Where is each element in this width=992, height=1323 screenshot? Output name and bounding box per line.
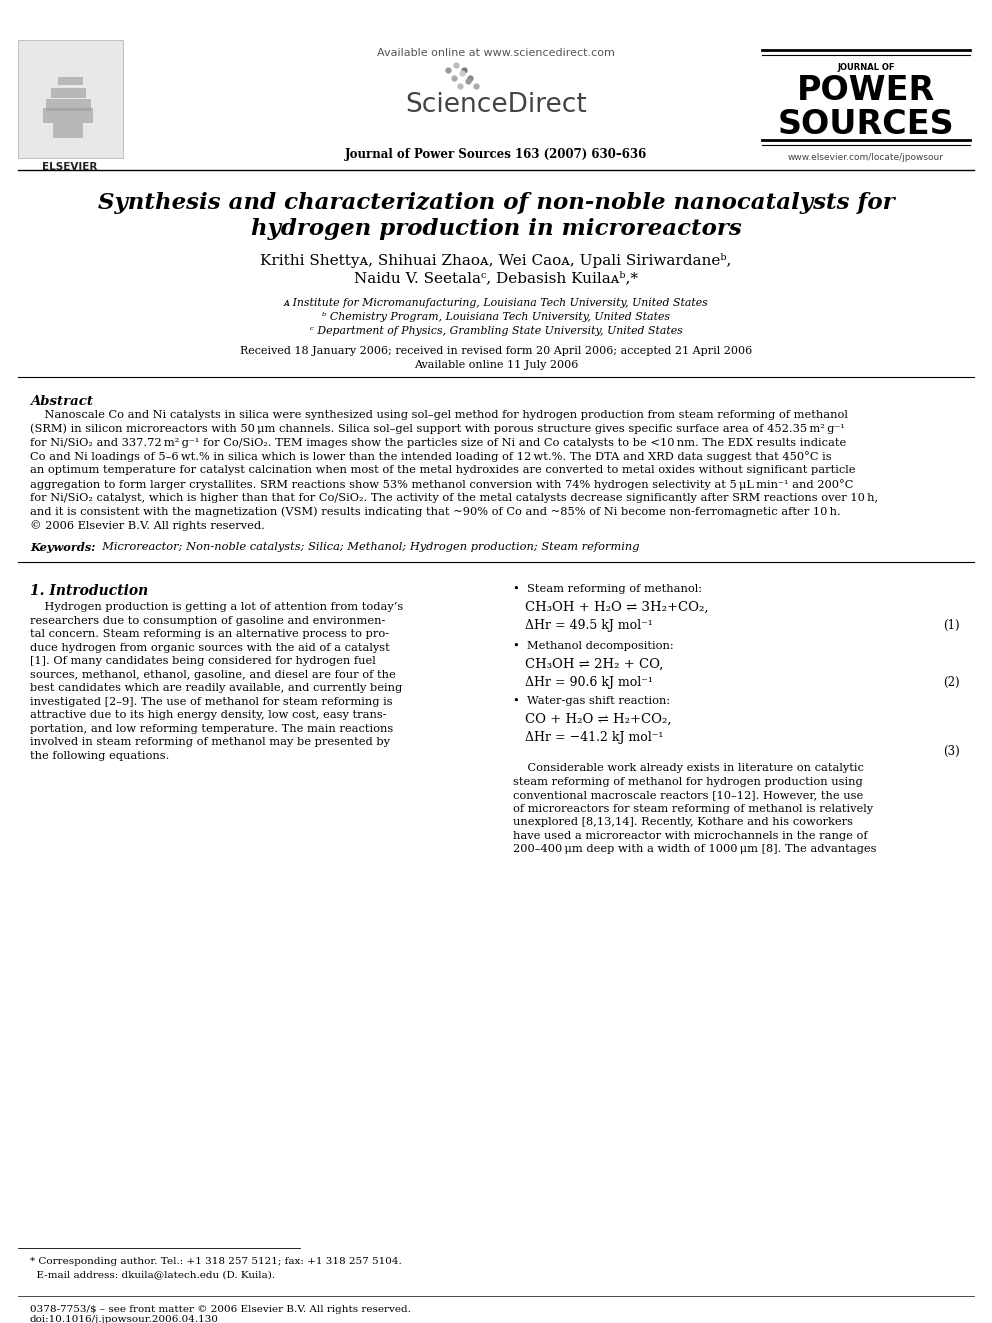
Text: for Ni/SiO₂ catalyst, which is higher than that for Co/SiO₂. The activity of the: for Ni/SiO₂ catalyst, which is higher th…: [30, 492, 878, 503]
Text: JOURNAL OF: JOURNAL OF: [837, 64, 895, 71]
Text: aggregation to form larger crystallites. SRM reactions show 53% methanol convers: aggregation to form larger crystallites.…: [30, 479, 853, 490]
Text: Microreactor; Non-noble catalysts; Silica; Methanol; Hydrogen production; Steam : Microreactor; Non-noble catalysts; Silic…: [95, 542, 640, 552]
Text: (3): (3): [943, 745, 960, 758]
Text: CH₃OH ⇌ 2H₂ + CO,: CH₃OH ⇌ 2H₂ + CO,: [525, 659, 664, 671]
Text: doi:10.1016/j.jpowsour.2006.04.130: doi:10.1016/j.jpowsour.2006.04.130: [30, 1315, 219, 1323]
Text: ΔHr = 90.6 kJ mol⁻¹: ΔHr = 90.6 kJ mol⁻¹: [525, 676, 653, 689]
Text: best candidates which are readily available, and currently being: best candidates which are readily availa…: [30, 683, 402, 693]
Bar: [58, 77, 83, 85]
Text: © 2006 Elsevier B.V. All rights reserved.: © 2006 Elsevier B.V. All rights reserved…: [30, 520, 265, 531]
Text: 1. Introduction: 1. Introduction: [30, 585, 148, 598]
Text: (1): (1): [943, 619, 960, 632]
Text: duce hydrogen from organic sources with the aid of a catalyst: duce hydrogen from organic sources with …: [30, 643, 390, 652]
Text: Available online at www.sciencedirect.com: Available online at www.sciencedirect.co…: [377, 48, 615, 58]
Text: Keywords:: Keywords:: [30, 542, 95, 553]
Text: ΔHr = 49.5 kJ mol⁻¹: ΔHr = 49.5 kJ mol⁻¹: [525, 619, 653, 632]
Text: Considerable work already exists in literature on catalytic: Considerable work already exists in lite…: [513, 763, 864, 773]
Text: Hydrogen production is getting a lot of attention from today’s: Hydrogen production is getting a lot of …: [30, 602, 404, 613]
Text: Nanoscale Co and Ni catalysts in silica were synthesized using sol–gel method fo: Nanoscale Co and Ni catalysts in silica …: [30, 410, 848, 419]
Text: tal concern. Steam reforming is an alternative process to pro-: tal concern. Steam reforming is an alter…: [30, 630, 389, 639]
Text: •  Methanol decomposition:: • Methanol decomposition:: [513, 642, 674, 651]
Text: Abstract: Abstract: [30, 396, 93, 407]
Text: Co and Ni loadings of 5–6 wt.% in silica which is lower than the intended loadin: Co and Ni loadings of 5–6 wt.% in silica…: [30, 451, 831, 462]
Text: •  Water-gas shift reaction:: • Water-gas shift reaction:: [513, 696, 671, 706]
Text: the following equations.: the following equations.: [30, 750, 170, 761]
Text: * Corresponding author. Tel.: +1 318 257 5121; fax: +1 318 257 5104.: * Corresponding author. Tel.: +1 318 257…: [30, 1257, 402, 1266]
Bar: [18, 40, 123, 157]
Text: researchers due to consumption of gasoline and environmen-: researchers due to consumption of gasoli…: [30, 615, 385, 626]
Text: conventional macroscale reactors [10–12]. However, the use: conventional macroscale reactors [10–12]…: [513, 790, 863, 800]
Text: hydrogen production in microreactors: hydrogen production in microreactors: [251, 218, 741, 239]
Text: for Ni/SiO₂ and 337.72 m² g⁻¹ for Co/SiO₂. TEM images show the particles size of: for Ni/SiO₂ and 337.72 m² g⁻¹ for Co/SiO…: [30, 438, 846, 447]
Text: ΔHr = −41.2 kJ mol⁻¹: ΔHr = −41.2 kJ mol⁻¹: [525, 732, 664, 745]
Text: www.elsevier.com/locate/jpowsour: www.elsevier.com/locate/jpowsour: [788, 153, 944, 161]
Text: Krithi Shettyᴀ, Shihuai Zhaoᴀ, Wei Caoᴀ, Upali Siriwardaneᵇ,: Krithi Shettyᴀ, Shihuai Zhaoᴀ, Wei Caoᴀ,…: [260, 253, 732, 269]
Text: (2): (2): [943, 676, 960, 689]
Text: of microreactors for steam reforming of methanol is relatively: of microreactors for steam reforming of …: [513, 803, 873, 814]
Text: steam reforming of methanol for hydrogen production using: steam reforming of methanol for hydrogen…: [513, 777, 863, 787]
Text: Naidu V. Seetalaᶜ, Debasish Kuilaᴀᵇ,*: Naidu V. Seetalaᶜ, Debasish Kuilaᴀᵇ,*: [354, 271, 638, 284]
Text: and it is consistent with the magnetization (VSM) results indicating that ~90% o: and it is consistent with the magnetizat…: [30, 507, 841, 517]
Text: have used a microreactor with microchannels in the range of: have used a microreactor with microchann…: [513, 831, 868, 840]
Bar: [46, 99, 91, 111]
Text: 200–400 μm deep with a width of 1000 μm [8]. The advantages: 200–400 μm deep with a width of 1000 μm …: [513, 844, 877, 855]
Text: ELSEVIER: ELSEVIER: [43, 161, 97, 172]
Text: 0378-7753/$ – see front matter © 2006 Elsevier B.V. All rights reserved.: 0378-7753/$ – see front matter © 2006 El…: [30, 1304, 411, 1314]
Bar: [51, 89, 86, 98]
Text: CO + H₂O ⇌ H₂+CO₂,: CO + H₂O ⇌ H₂+CO₂,: [525, 713, 672, 726]
Text: investigated [2–9]. The use of methanol for steam reforming is: investigated [2–9]. The use of methanol …: [30, 697, 393, 706]
Text: ScienceDirect: ScienceDirect: [405, 93, 587, 118]
Text: Synthesis and characterization of non-noble nanocatalysts for: Synthesis and characterization of non-no…: [97, 192, 895, 214]
Text: an optimum temperature for catalyst calcination when most of the metal hydroxide: an optimum temperature for catalyst calc…: [30, 466, 855, 475]
Text: CH₃OH + H₂O ⇌ 3H₂+CO₂,: CH₃OH + H₂O ⇌ 3H₂+CO₂,: [525, 601, 708, 614]
Text: SOURCES: SOURCES: [778, 108, 954, 142]
Text: portation, and low reforming temperature. The main reactions: portation, and low reforming temperature…: [30, 724, 393, 734]
Text: Journal of Power Sources 163 (2007) 630–636: Journal of Power Sources 163 (2007) 630–…: [345, 148, 647, 161]
Text: Received 18 January 2006; received in revised form 20 April 2006; accepted 21 Ap: Received 18 January 2006; received in re…: [240, 347, 752, 356]
Text: E-mail address: dkuila@latech.edu (D. Kuila).: E-mail address: dkuila@latech.edu (D. Ku…: [30, 1270, 275, 1279]
Text: Available online 11 July 2006: Available online 11 July 2006: [414, 360, 578, 370]
Text: [1]. Of many candidates being considered for hydrogen fuel: [1]. Of many candidates being considered…: [30, 656, 376, 667]
Text: •  Steam reforming of methanol:: • Steam reforming of methanol:: [513, 585, 702, 594]
Bar: [53, 123, 83, 138]
Text: attractive due to its high energy density, low cost, easy trans-: attractive due to its high energy densit…: [30, 710, 387, 720]
Text: ᶜ Department of Physics, Grambling State University, United States: ᶜ Department of Physics, Grambling State…: [310, 325, 682, 336]
Text: ᵇ Chemistry Program, Louisiana Tech University, United States: ᵇ Chemistry Program, Louisiana Tech Univ…: [322, 312, 670, 321]
Text: unexplored [8,13,14]. Recently, Kothare and his coworkers: unexplored [8,13,14]. Recently, Kothare …: [513, 818, 853, 827]
Text: POWER: POWER: [797, 74, 935, 107]
Text: sources, methanol, ethanol, gasoline, and diesel are four of the: sources, methanol, ethanol, gasoline, an…: [30, 669, 396, 680]
Bar: [43, 108, 93, 123]
Text: (SRM) in silicon microreactors with 50 μm channels. Silica sol–gel support with : (SRM) in silicon microreactors with 50 μ…: [30, 423, 845, 434]
Text: involved in steam reforming of methanol may be presented by: involved in steam reforming of methanol …: [30, 737, 390, 747]
Text: ᴀ Institute for Micromanufacturing, Louisiana Tech University, United States: ᴀ Institute for Micromanufacturing, Loui…: [284, 298, 708, 308]
